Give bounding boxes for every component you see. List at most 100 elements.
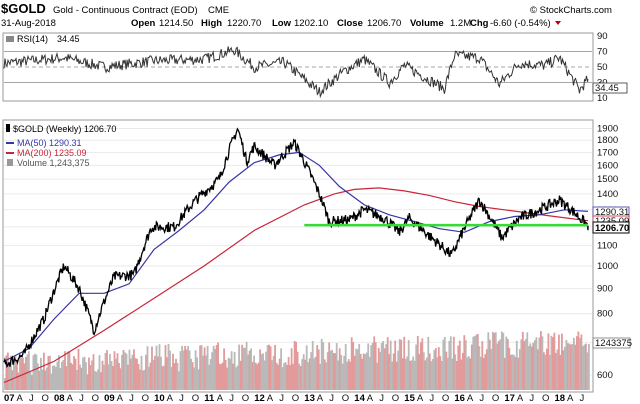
volume-bar — [47, 356, 50, 390]
volume-bar — [577, 331, 580, 390]
volume-bar — [500, 331, 503, 390]
volume-bar — [404, 358, 407, 390]
volume-bar — [112, 366, 114, 390]
x-tick-label: A — [517, 393, 524, 404]
volume-bar — [398, 339, 401, 390]
volume-bar — [122, 350, 125, 390]
volume-bar — [194, 350, 197, 390]
volume-bar — [530, 346, 533, 390]
volume-bar — [352, 342, 355, 390]
rsi-value-tag-text: 34.45 — [595, 83, 619, 94]
volume-bar — [281, 367, 284, 390]
volume-bar — [428, 353, 431, 390]
x-tick-label: A — [67, 393, 74, 404]
price-panel — [2, 119, 594, 393]
volume-bar — [301, 359, 304, 390]
volume-bar — [52, 365, 54, 390]
volume-bar — [190, 358, 192, 390]
volume-bar — [278, 358, 281, 390]
x-tick-label: 10 — [154, 393, 165, 404]
x-tick-label: O — [492, 393, 499, 404]
volume-bar — [236, 365, 239, 390]
volume-bar — [353, 355, 356, 390]
volume-bar — [101, 360, 104, 390]
volume-bar — [562, 350, 565, 390]
volume-bar — [568, 343, 571, 390]
volume-bar — [355, 348, 358, 390]
x-tick-label: 15 — [404, 393, 415, 404]
watermark: © StockCharts.com — [530, 5, 612, 16]
volume-bar — [362, 353, 365, 390]
volume-bar — [555, 353, 557, 390]
rsi-tick-label: 50 — [597, 62, 608, 73]
volume-bar — [427, 336, 430, 390]
volume-bar — [89, 365, 92, 390]
volume-bar — [344, 344, 347, 390]
x-tick-label: J — [429, 393, 434, 404]
volume-bar — [503, 357, 506, 390]
x-tick-label: A — [17, 393, 24, 404]
volume-bar — [73, 356, 75, 390]
price-line — [3, 127, 589, 368]
volume-bar — [307, 362, 310, 390]
volume-bar — [574, 344, 577, 390]
volume-bar — [64, 351, 66, 390]
volume-bar — [532, 342, 535, 390]
price-legend-title: $GOLD (Weekly) 1206.70 — [13, 124, 116, 134]
volume-bar — [17, 372, 20, 390]
volume-bar — [187, 346, 189, 390]
volume-bar — [571, 343, 574, 390]
open-value: 1214.50 — [159, 18, 193, 29]
volume-bar — [199, 345, 201, 390]
x-tick-label: J — [129, 393, 134, 404]
volume-bar — [394, 340, 397, 390]
volume-bar — [556, 349, 559, 390]
volume-bar — [421, 338, 424, 390]
close-tag — [592, 221, 630, 234]
ma50-tag-text: 1290.31 — [595, 207, 629, 218]
volume-bar — [109, 354, 111, 390]
x-tick-label: O — [542, 393, 549, 404]
volume-bar — [80, 367, 83, 390]
volume-bar — [567, 343, 569, 390]
volume-bar — [175, 358, 177, 390]
volume-bar — [514, 356, 517, 390]
volume-bar — [86, 374, 89, 390]
volume-bar — [579, 338, 581, 390]
x-tick-label: 14 — [354, 393, 365, 404]
x-tick-label: O — [342, 393, 349, 404]
close-label: Close — [337, 18, 363, 29]
volume-bar — [367, 343, 370, 390]
volume-bar — [338, 348, 341, 390]
volume-bar — [407, 340, 410, 390]
volume-bar — [32, 355, 35, 390]
volume-bar — [449, 336, 452, 390]
volume-bar — [94, 371, 96, 390]
x-tick-label: 08 — [54, 393, 65, 404]
volume-bar — [55, 367, 57, 390]
volume-bar — [263, 360, 266, 390]
volume-bar — [305, 345, 308, 390]
volume-label: Volume — [410, 18, 444, 29]
volume-bar — [434, 348, 437, 390]
volume-bar — [218, 363, 221, 390]
volume-bar — [580, 334, 583, 390]
volume-bar — [98, 355, 101, 390]
volume-bar — [565, 340, 568, 390]
volume-bar — [62, 359, 65, 390]
volume-bar — [247, 354, 249, 390]
price-tick-label: 1500 — [597, 174, 618, 185]
volume-bar — [313, 358, 316, 390]
volume-bar — [166, 357, 168, 390]
volume-bar — [298, 363, 301, 390]
volume-bar — [13, 356, 15, 390]
volume-bar — [491, 331, 494, 390]
rsi-tick-label: 70 — [597, 47, 608, 58]
volume-bar — [85, 362, 87, 390]
volume-bar — [127, 364, 129, 390]
volume-bar — [317, 349, 320, 390]
volume-bar — [223, 348, 225, 390]
volume-value: 1.2M — [450, 18, 471, 29]
volume-bars — [4, 331, 590, 390]
volume-bar — [373, 336, 376, 390]
